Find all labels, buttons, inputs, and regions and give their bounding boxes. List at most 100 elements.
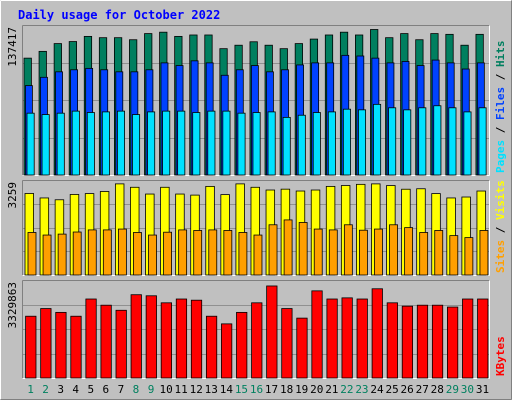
bar-pages-day-26 [403, 109, 412, 176]
bar-pages-day-7 [116, 110, 125, 176]
bar-kbytes-day-3 [55, 311, 67, 379]
bar-kbytes-day-25 [386, 302, 398, 379]
bar-pages-day-24 [373, 103, 382, 176]
bar-pages-day-19 [297, 114, 306, 176]
bar-sites-day-27 [419, 232, 429, 276]
bar-sites-day-3 [57, 233, 67, 276]
bar-kbytes-day-11 [175, 298, 188, 379]
x-tick-label-day-14: 14 [220, 383, 234, 396]
visits-sites-ymax-label: 3259 [6, 182, 19, 209]
bar-kbytes-day-22 [341, 297, 353, 379]
hits-files-pages-legend-separator: / [494, 120, 507, 140]
bar-pages-day-9 [147, 111, 156, 176]
x-tick-label-day-10: 10 [159, 383, 172, 396]
bar-kbytes-day-7 [115, 309, 127, 379]
x-tick-label-day-26: 26 [401, 383, 414, 396]
bar-pages-day-23 [358, 109, 367, 176]
bar-pages-day-10 [162, 110, 171, 176]
bar-sites-day-15 [238, 232, 248, 276]
x-tick-label-day-21: 21 [325, 383, 338, 396]
bar-pages-day-14 [222, 110, 231, 176]
legend-sites: Sites [494, 240, 507, 273]
bar-sites-day-25 [389, 224, 398, 276]
bar-kbytes-day-21 [326, 298, 338, 379]
bar-kbytes-day-9 [145, 295, 157, 379]
kbytes-ymax-label: 3329863 [6, 282, 19, 328]
bar-kbytes-day-29 [447, 306, 459, 379]
bar-sites-day-22 [343, 224, 353, 276]
bar-sites-day-7 [117, 228, 127, 276]
x-tick-label-day-16: 16 [250, 383, 263, 396]
x-tick-label-day-12: 12 [190, 383, 203, 396]
bar-kbytes-day-2 [40, 308, 52, 379]
legend-files: Files [494, 87, 507, 120]
bar-kbytes-day-6 [100, 304, 112, 379]
x-tick-label-day-15: 15 [235, 383, 248, 396]
bar-kbytes-day-19 [296, 317, 308, 379]
bar-kbytes-day-18 [281, 308, 293, 379]
bar-kbytes-day-30 [462, 298, 474, 379]
x-tick-label-day-6: 6 [103, 383, 110, 396]
bar-kbytes-day-10 [160, 302, 172, 379]
bar-kbytes-day-5 [85, 298, 97, 379]
bar-kbytes-day-4 [70, 315, 82, 379]
x-tick-label-day-8: 8 [133, 383, 140, 396]
legend-kbytes: KBytes [494, 336, 507, 376]
bar-pages-day-4 [71, 110, 80, 176]
bar-sites-day-10 [163, 231, 172, 276]
x-tick-label-day-3: 3 [57, 383, 64, 396]
x-tick-label-day-17: 17 [265, 383, 278, 396]
x-tick-label-day-9: 9 [148, 383, 155, 396]
x-tick-label-day-20: 20 [310, 383, 323, 396]
bar-sites-day-16 [253, 234, 263, 276]
x-tick-label-day-24: 24 [370, 383, 384, 396]
x-tick-label-day-18: 18 [280, 383, 293, 396]
bar-sites-day-2 [42, 234, 52, 276]
bar-pages-day-30 [463, 111, 472, 176]
bar-sites-day-8 [133, 232, 142, 276]
legend-pages: Pages [494, 140, 507, 173]
bar-pages-day-31 [478, 107, 487, 176]
bar-pages-day-12 [192, 112, 201, 176]
bar-sites-day-12 [193, 230, 203, 276]
bar-sites-day-17 [268, 224, 278, 276]
x-tick-label-day-2: 2 [42, 383, 49, 396]
bar-pages-day-6 [101, 111, 110, 176]
hits-files-pages-ymax-label: 137417 [6, 27, 19, 67]
bar-sites-day-1 [27, 232, 37, 276]
bar-kbytes-day-26 [401, 305, 414, 379]
hits-files-pages-legend-separator: / [494, 67, 507, 87]
bar-sites-day-14 [223, 230, 233, 276]
bar-sites-day-26 [404, 227, 414, 276]
bar-pages-day-21 [327, 111, 336, 176]
visits-sites-legend: Sites / Visits [494, 180, 507, 273]
x-tick-label-day-13: 13 [205, 383, 218, 396]
bar-pages-day-18 [282, 116, 291, 176]
hits-files-pages-legend: Pages / Files / Hits [494, 41, 507, 174]
bar-sites-day-21 [328, 229, 338, 276]
visits-sites-legend-separator: / [494, 220, 507, 240]
bar-kbytes-day-8 [130, 294, 142, 379]
bar-pages-day-16 [252, 112, 261, 176]
bar-pages-day-29 [448, 107, 457, 176]
bar-kbytes-day-16 [251, 302, 263, 379]
bar-kbytes-day-24 [371, 288, 383, 379]
bar-kbytes-day-27 [416, 304, 429, 379]
bar-kbytes-day-23 [356, 298, 368, 379]
bar-sites-day-30 [464, 237, 474, 276]
bar-sites-day-4 [72, 231, 82, 276]
bar-sites-day-31 [479, 230, 489, 276]
bar-pages-day-20 [312, 112, 321, 176]
x-tick-label-day-31: 31 [476, 383, 489, 396]
bar-sites-day-23 [359, 229, 368, 276]
bar-kbytes-day-28 [431, 304, 444, 379]
bar-pages-day-28 [433, 105, 442, 176]
bar-sites-day-20 [313, 228, 323, 276]
bar-kbytes-day-12 [190, 299, 203, 379]
kbytes-legend: KBytes [494, 336, 507, 376]
x-tick-label-day-30: 30 [461, 383, 474, 396]
x-tick-label-day-29: 29 [446, 383, 459, 396]
bar-pages-day-22 [342, 108, 351, 176]
